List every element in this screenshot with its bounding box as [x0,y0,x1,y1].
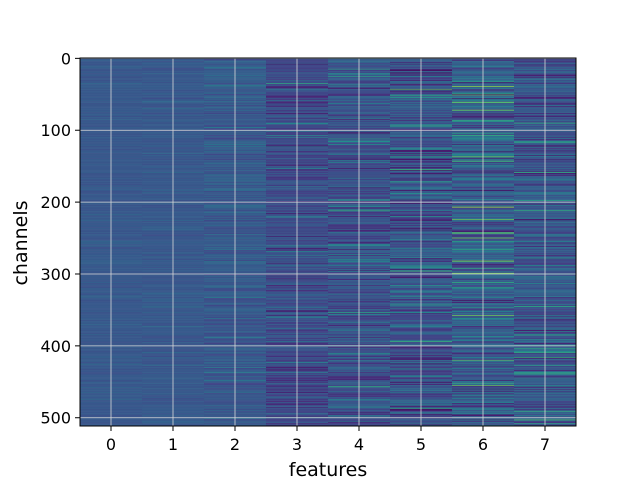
y-axis-ticks: 0 100 200 300 400 500 [40,49,80,428]
y-tick-label: 500 [40,409,71,428]
plot-frame [79,57,577,427]
x-tick-label: 7 [540,435,550,454]
x-tick-label: 2 [230,435,240,454]
x-tick-label: 4 [354,435,364,454]
x-tick-label: 0 [106,435,116,454]
x-tick-label: 1 [168,435,178,454]
grid-lines [80,57,576,426]
y-tick-label: 300 [40,265,71,284]
heatmap-cells [80,58,577,427]
x-tick-label: 6 [478,435,488,454]
y-tick-label: 200 [40,193,71,212]
y-axis-label: channels [10,200,32,285]
x-axis-label: features [289,459,368,480]
x-axis-ticks: 0 1 2 3 4 5 6 7 [106,426,550,454]
y-tick-label: 400 [40,337,71,356]
x-tick-label: 5 [416,435,426,454]
y-tick-label: 100 [40,121,71,140]
x-tick-label: 3 [292,435,302,454]
y-tick-label: 0 [61,49,71,68]
